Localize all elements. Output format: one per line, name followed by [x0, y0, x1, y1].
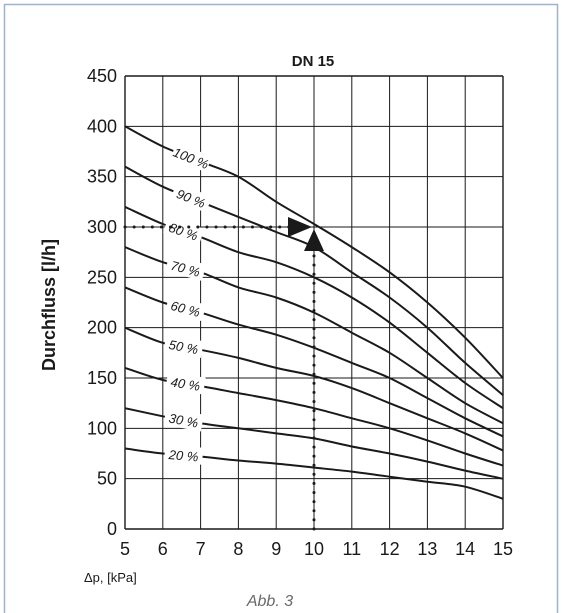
series-label-group-40: 40 %	[165, 371, 206, 395]
chart-title: DN 15	[292, 53, 335, 70]
x-tick-label-8: 8	[233, 539, 243, 559]
y-tick-label-50: 50	[97, 469, 117, 489]
y-tick-label-200: 200	[87, 318, 117, 338]
series-label-group-60: 60 %	[165, 294, 207, 322]
y-tick-label-0: 0	[107, 519, 117, 539]
series-label-80: 80 %	[167, 220, 200, 244]
series-label-group-100: 100 %	[170, 142, 213, 173]
y-tick-label-450: 450	[87, 66, 117, 86]
series-label-group-90: 90 %	[170, 182, 213, 213]
y-tick-label-300: 300	[87, 217, 117, 237]
x-axis-label: Δp, [kPa]	[84, 570, 137, 585]
series-label-bg-90	[170, 182, 213, 213]
series-label-90: 90 %	[174, 186, 207, 211]
series-labels: 100 % 90 % 80 % 70 % 60 % 50 % 40 % 30 % 20 %	[163, 142, 213, 465]
y-tick-label-400: 400	[87, 116, 117, 136]
series-label-bg-50	[163, 334, 204, 358]
x-tick-label-13: 13	[417, 539, 437, 559]
series-label-bg-30	[163, 407, 204, 432]
x-tick-label-11: 11	[342, 539, 361, 559]
series-label-bg-20	[164, 444, 204, 465]
y-tick-labels: 0 50 100 150 200 250 300 350 400 450	[87, 66, 117, 539]
series-label-group-20: 20 %	[164, 444, 204, 465]
x-tick-label-9: 9	[271, 539, 281, 559]
series-label-bg-40	[165, 371, 206, 395]
y-tick-label-350: 350	[87, 167, 117, 187]
series-label-bg-100	[170, 142, 213, 173]
series-label-20: 20 %	[167, 447, 199, 464]
series-label-60: 60 %	[169, 298, 202, 320]
figure-frame	[3, 3, 559, 613]
x-tick-label-7: 7	[196, 539, 206, 559]
guide-arrowhead-up	[304, 229, 324, 251]
series-label-30: 30 %	[168, 410, 200, 430]
x-tick-label-15: 15	[493, 539, 513, 559]
y-axis-label: Durchfluss [l/h]	[39, 239, 59, 371]
reading-guide	[123, 217, 324, 531]
x-tick-label-5: 5	[120, 539, 130, 559]
x-tick-label-6: 6	[158, 539, 168, 559]
x-tick-labels: 5 6 7 8 9 10 11 12 13 14 15	[120, 539, 513, 559]
series-label-40: 40 %	[170, 374, 202, 393]
x-tick-label-10: 10	[304, 539, 324, 559]
series-label-70: 70 %	[169, 258, 202, 280]
series-label-bg-70	[165, 254, 207, 281]
series-label-group-30: 30 %	[163, 407, 204, 432]
guide-arrowhead-right	[288, 217, 312, 237]
x-tick-label-12: 12	[380, 539, 400, 559]
series-label-group-80: 80 %	[163, 216, 205, 245]
series-label-bg-80	[163, 216, 205, 245]
figure-caption: Abb. 3	[246, 593, 293, 610]
y-tick-label-150: 150	[87, 368, 117, 388]
y-tick-label-100: 100	[87, 418, 117, 438]
series-label-group-50: 50 %	[163, 334, 204, 358]
series-label-50: 50 %	[168, 337, 200, 357]
x-tick-label-14: 14	[455, 539, 475, 559]
series-label-bg-60	[165, 294, 207, 322]
series-label-group-70: 70 %	[165, 254, 207, 281]
y-tick-label-250: 250	[87, 267, 117, 287]
